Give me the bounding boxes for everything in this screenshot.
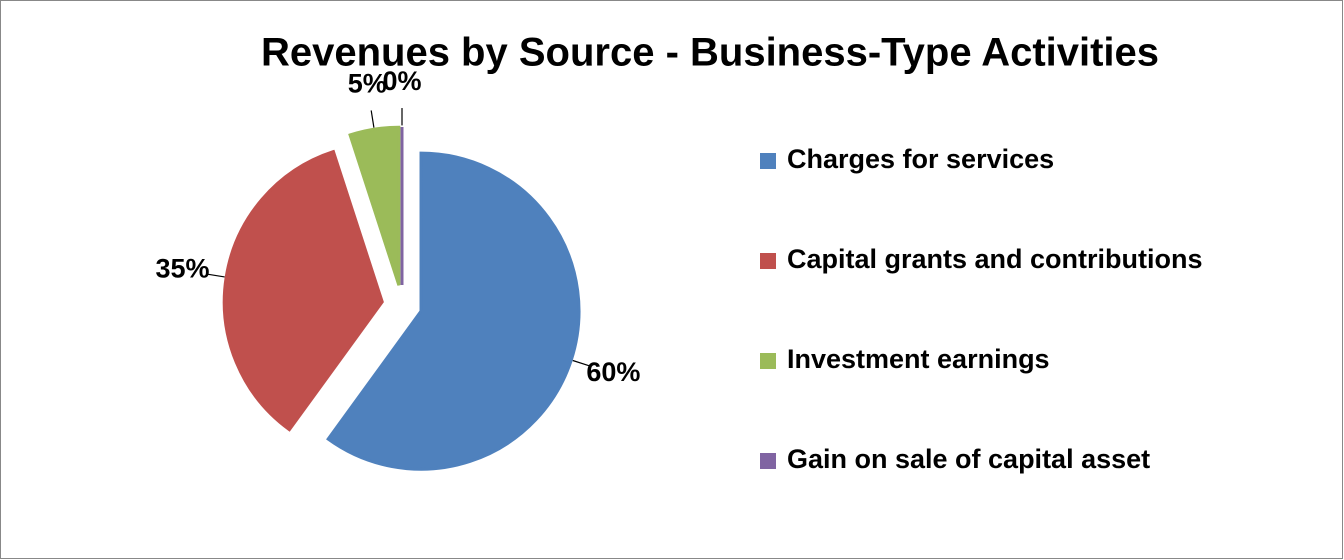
pie-slice bbox=[348, 125, 401, 286]
legend-swatch bbox=[760, 253, 776, 269]
leader-line bbox=[572, 359, 590, 367]
legend-label: Gain on sale of capital asset bbox=[787, 444, 1150, 474]
legend-swatch bbox=[760, 153, 776, 169]
legend-label: Charges for services bbox=[787, 144, 1054, 174]
pie-slice bbox=[222, 149, 384, 432]
leader-line bbox=[370, 110, 375, 128]
data-label: 0% bbox=[382, 66, 421, 96]
data-label: 60% bbox=[586, 357, 640, 387]
pie-slice bbox=[326, 151, 581, 471]
legend-swatch bbox=[760, 453, 776, 469]
legend-label: Investment earnings bbox=[787, 344, 1050, 374]
legend-label: Capital grants and contributions bbox=[787, 244, 1203, 274]
data-label: 5% bbox=[348, 69, 387, 99]
leader-line bbox=[207, 273, 225, 278]
data-label: 35% bbox=[155, 253, 209, 283]
chart-title: Revenues by Source - Business-Type Activ… bbox=[261, 31, 1159, 75]
legend-swatch bbox=[760, 353, 776, 369]
